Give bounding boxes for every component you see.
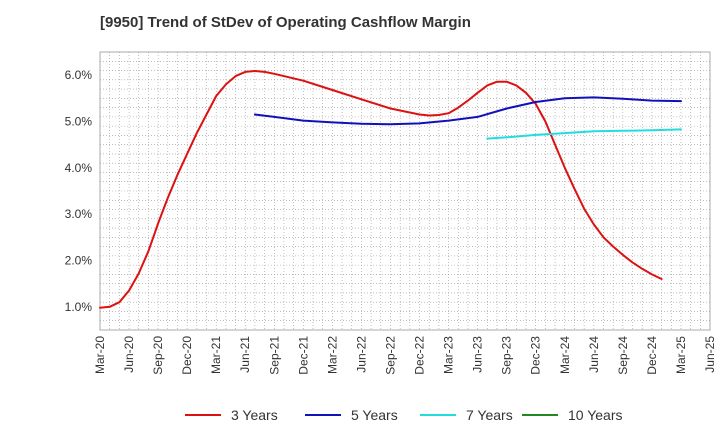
y-tick-label: 4.0% [65,161,93,175]
x-tick-label: Jun-21 [238,336,252,373]
legend-label: 5 Years [351,407,398,423]
series-line-7-years [486,128,682,140]
x-tick-label: Mar-21 [209,336,223,374]
legend-swatch [305,414,341,416]
x-tick-label: Mar-23 [442,336,456,374]
legend-item: 3 Years [185,405,278,425]
x-tick-label: Dec-24 [645,336,659,375]
x-tick-label: Dec-20 [180,336,194,375]
x-tick-label: Mar-24 [558,336,572,374]
x-tick-label: Sep-24 [616,336,630,375]
x-tick-label: Mar-25 [674,336,688,374]
legend-item: 10 Years [522,405,623,425]
x-tick-label: Dec-23 [529,336,543,375]
y-tick-label: 3.0% [65,207,93,221]
legend-label: 10 Years [568,407,623,423]
x-tick-label: Dec-22 [413,336,427,375]
x-tick-label: Mar-20 [93,336,107,374]
x-tick-label: Sep-22 [383,336,397,375]
y-tick-label: 2.0% [65,254,93,268]
x-tick-label: Jun-20 [122,336,136,373]
legend-swatch [522,414,558,416]
x-tick-label: Sep-23 [500,336,514,375]
y-tick-label: 5.0% [65,115,93,129]
series-line-3-years [99,70,663,309]
legend-label: 3 Years [231,407,278,423]
legend-item: 7 Years [420,405,513,425]
x-tick-label: Sep-20 [151,336,165,375]
y-tick-label: 1.0% [65,300,93,314]
x-tick-label: Jun-24 [587,336,601,373]
y-tick-label: 6.0% [65,68,93,82]
series-line-5-years [253,96,682,126]
legend-swatch [420,414,456,416]
x-tick-label: Sep-21 [267,336,281,375]
legend-swatch [185,414,221,416]
legend-item: 5 Years [305,405,398,425]
legend-label: 7 Years [466,407,513,423]
x-tick-label: Mar-22 [325,336,339,374]
chart-title: [9950] Trend of StDev of Operating Cashf… [100,14,471,31]
plot-area [99,51,711,331]
x-tick-label: Jun-25 [703,336,717,373]
x-tick-label: Jun-23 [471,336,485,373]
chart-legend: 3 Years 5 Years 7 Years 10 Years [0,405,720,425]
x-tick-label: Jun-22 [354,336,368,373]
x-tick-label: Dec-21 [296,336,310,375]
